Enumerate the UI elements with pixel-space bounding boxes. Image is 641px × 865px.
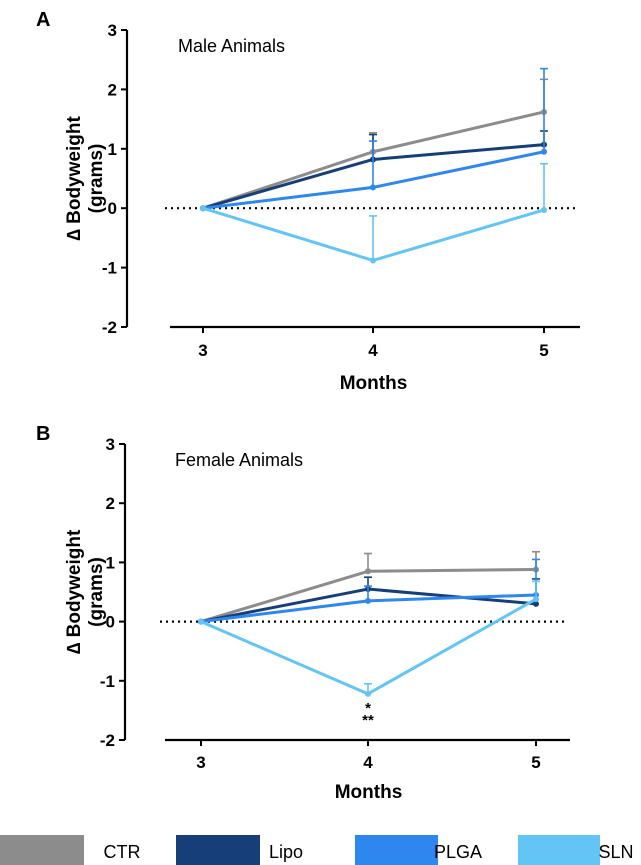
x-tick-label: 3 <box>198 341 207 360</box>
y-axis-label: ∆ Bodyweight(grams) <box>64 116 107 241</box>
y-axis-label-line: (grams) <box>86 144 107 214</box>
x-tick-label: 3 <box>196 753 205 772</box>
x-tick-label: 4 <box>363 753 373 772</box>
data-point-plga <box>541 148 547 155</box>
y-axis-label: ∆ Bodyweight(grams) <box>64 529 107 654</box>
series-ctr <box>200 78 548 212</box>
y-tick-label: 3 <box>106 435 115 454</box>
chart-panel-a: A Male Animals 3 2 1 0 -1 -2 3 4 5 Months ∆ Bodyweig… <box>36 9 580 394</box>
panel-letter: A <box>36 9 50 31</box>
chart-title: Male Animals <box>178 36 285 56</box>
data-point-sln <box>541 206 547 213</box>
legend-label-sln: SLN <box>598 842 633 862</box>
data-point-sln <box>198 618 204 625</box>
significance-marker: * <box>365 700 371 717</box>
y-tick-label: -2 <box>100 731 115 750</box>
data-point-sln <box>365 690 371 697</box>
data-point-plga <box>370 184 376 191</box>
y-axis-label-line: (grams) <box>86 557 107 627</box>
data-point-sln <box>370 257 376 264</box>
x-axis-label: Months <box>340 373 408 394</box>
x-tick-label: 4 <box>368 341 378 360</box>
y-tick-label: 0 <box>106 613 115 632</box>
series-plga <box>200 67 548 212</box>
y-tick-label: 1 <box>108 140 117 159</box>
y-tick-label: 2 <box>106 494 115 513</box>
y-tick-label: -1 <box>100 672 115 691</box>
series-sln <box>198 580 540 697</box>
y-tick-label: -1 <box>102 259 117 278</box>
chart-panel-b: B Female Animals 3 2 1 0 -1 -2 3 4 5 Months ∆ Bodywe… <box>36 423 570 803</box>
legend-swatch-ctr <box>0 835 84 865</box>
legend-swatch-lipo <box>176 835 260 865</box>
x-tick-label: 5 <box>531 753 540 772</box>
data-point-ctr <box>365 568 371 575</box>
y-tick-label: 0 <box>108 199 117 218</box>
y-tick-label: 1 <box>106 553 115 572</box>
data-point-sln <box>533 596 539 603</box>
legend-swatch-plga <box>355 835 438 865</box>
data-point-lipo <box>533 600 539 607</box>
panel-letter: B <box>36 423 50 445</box>
legend-label-ctr: CTR <box>104 842 141 862</box>
chart-title: Female Animals <box>175 450 303 470</box>
y-tick-label: 2 <box>108 80 117 99</box>
data-point-plga <box>365 597 371 604</box>
y-tick-label: -2 <box>102 318 117 337</box>
x-tick-label: 5 <box>539 341 548 360</box>
series-lipo <box>200 130 548 212</box>
series-sln <box>200 162 548 264</box>
x-axis-label: Months <box>335 782 403 803</box>
legend-label-plga: PLGA <box>434 842 482 862</box>
data-point-sln <box>200 205 206 212</box>
legend-label-lipo: Lipo <box>269 842 303 862</box>
y-tick-label: 3 <box>108 21 117 40</box>
y-axis-label-line: ∆ Bodyweight <box>64 116 85 241</box>
significance-marker: ** <box>362 712 374 729</box>
legend-swatch-sln <box>518 835 600 865</box>
y-axis-label-line: ∆ Bodyweight <box>64 529 85 654</box>
legend: CTR Lipo PLGA SLN <box>0 835 634 865</box>
